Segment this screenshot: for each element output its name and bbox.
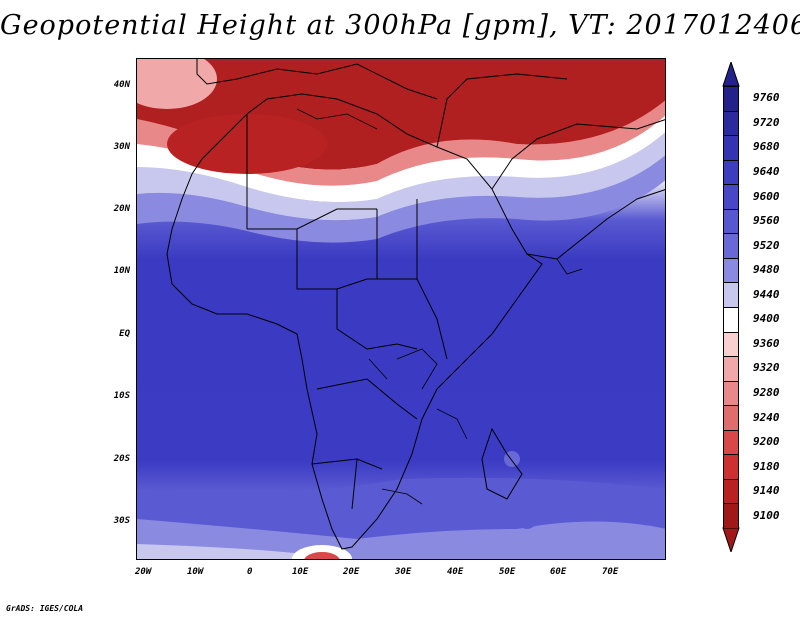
colorbar-label: 9480 [753, 263, 780, 277]
colorbar-segment [723, 135, 739, 160]
colorbar-label: 9100 [753, 508, 780, 522]
lon-label-0: 0 [247, 567, 253, 577]
colorbar-segment [723, 282, 739, 307]
colorbar-label: 9180 [753, 459, 780, 473]
lat-label-20n: 20N [113, 204, 130, 214]
colorbar-label: 9240 [753, 410, 780, 424]
colorbar-label: 9720 [753, 115, 780, 129]
lon-label-10w: 10W [187, 567, 204, 577]
lon-label-40e: 40E [447, 567, 464, 577]
colorbar-label: 9600 [753, 189, 780, 203]
map-plot-area [136, 58, 666, 560]
colorbar-label: 9280 [753, 385, 780, 399]
lon-label-20e: 20E [343, 567, 360, 577]
colorbar-label: 9320 [753, 361, 780, 375]
colorbar-label: 9200 [753, 435, 780, 449]
lat-label-30n: 30N [113, 142, 130, 152]
colorbar-segment [723, 429, 739, 455]
map-title: Geopotential Height at 300hPa [gpm], VT:… [0, 10, 800, 41]
colorbar-segment [723, 331, 739, 357]
colorbar-segment [723, 307, 739, 332]
lon-label-30e: 30E [395, 567, 412, 577]
colorbar-segment [723, 356, 739, 381]
colorbar-bottom-arrow [722, 527, 740, 552]
colorbar-label: 9680 [753, 140, 780, 154]
colorbar-segment [723, 478, 739, 504]
colorbar-segment [723, 454, 739, 479]
colorbar-label: 9360 [753, 336, 780, 350]
colorbar-label: 9520 [753, 238, 780, 252]
lon-label-70e: 70E [602, 567, 619, 577]
lon-label-60e: 60E [550, 567, 567, 577]
colorbar-top-arrow [722, 62, 740, 87]
colorbar [720, 62, 742, 552]
colorbar-label: 9560 [753, 214, 780, 228]
colorbar-label: 9440 [753, 287, 780, 301]
colorbar-label: 9640 [753, 164, 780, 178]
colorbar-label: 9140 [753, 484, 780, 498]
lon-label-10e: 10E [292, 567, 309, 577]
colorbar-segment [723, 257, 739, 283]
colorbar-segment [723, 208, 739, 234]
lat-label-eq: EQ [119, 329, 130, 339]
colorbar-label: 9760 [753, 91, 780, 105]
colorbar-segment [723, 86, 739, 111]
colorbar-segment [723, 503, 739, 528]
lat-label-10s: 10S [113, 391, 130, 401]
footer-credit: GrADS: IGES/COLA [6, 604, 84, 613]
colorbar-label: 9400 [753, 312, 780, 326]
lat-label-10n: 10N [113, 266, 130, 276]
colorbar-segment [723, 159, 739, 185]
lat-label-30s: 30S [113, 516, 130, 526]
lat-label-40n: 40N [113, 80, 130, 90]
lon-label-50e: 50E [499, 567, 516, 577]
colorbar-segment [723, 233, 739, 258]
colorbar-segment [723, 110, 739, 136]
lat-label-20s: 20S [113, 454, 130, 464]
lon-label-20w: 20W [135, 567, 152, 577]
colorbar-segment [723, 184, 739, 209]
colorbar-segment [723, 405, 739, 430]
height-field [137, 59, 665, 559]
colorbar-segment [723, 380, 739, 406]
